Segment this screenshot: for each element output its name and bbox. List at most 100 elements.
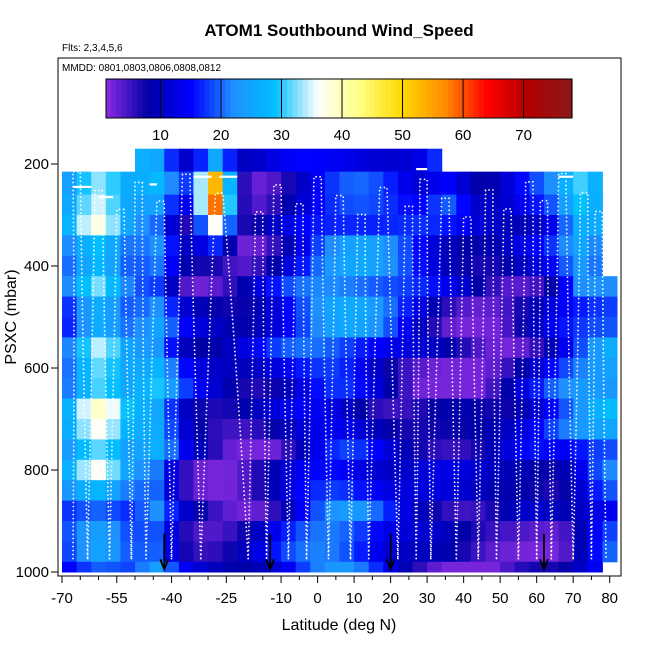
colorbar-swatch — [442, 79, 449, 118]
heatmap-cell — [178, 541, 194, 563]
heatmap-cell — [412, 378, 428, 400]
colorbar-swatch — [152, 79, 159, 118]
colorbar-swatch — [106, 79, 112, 118]
colorbar-tick-label: 30 — [273, 127, 290, 144]
heatmap-cell — [105, 317, 121, 338]
heatmap-cell — [324, 480, 340, 502]
southbound-markers — [159, 533, 549, 572]
heatmap-cell — [543, 171, 560, 196]
heatmap-cell — [602, 378, 618, 400]
heatmap-cell — [251, 148, 267, 173]
colorbar-tick-label: 70 — [515, 127, 532, 144]
colorbar-swatch — [137, 79, 143, 118]
heatmap-cell — [237, 171, 253, 196]
heatmap-cell — [62, 337, 78, 359]
heatmap-cell — [208, 215, 224, 236]
heatmap-cell — [529, 171, 545, 196]
heatmap-cell — [208, 398, 224, 420]
heatmap-cell — [397, 235, 414, 257]
heatmap-cell — [514, 419, 530, 440]
heatmap-cell — [529, 215, 545, 236]
heatmap-cell — [237, 276, 253, 298]
heatmap-cell — [251, 439, 267, 461]
heatmap-cell — [383, 215, 399, 236]
colorbar-swatch — [515, 79, 521, 118]
colorbar-swatch — [230, 79, 237, 118]
heatmap-cell — [164, 194, 180, 216]
heatmap-cell — [324, 171, 340, 196]
heatmap-cell — [412, 148, 428, 173]
heatmap-cell — [485, 500, 501, 522]
heatmap-cell — [149, 541, 165, 563]
colorbar-tick-label: 60 — [455, 127, 472, 144]
heatmap-cell — [105, 171, 121, 196]
heatmap-cell — [456, 296, 472, 318]
heatmap-cell — [62, 317, 78, 338]
southbound-marker-head — [385, 558, 396, 572]
heatmap-cell — [427, 459, 443, 481]
southbound-marker-head — [539, 558, 549, 572]
colorbar-swatch — [116, 79, 123, 118]
heatmap-cell — [573, 215, 589, 236]
heatmap-cell — [208, 541, 224, 563]
heatmap-cell — [91, 337, 107, 359]
colorbar-swatch — [111, 79, 117, 118]
heatmap-cell — [587, 459, 603, 481]
colorbar-swatch — [168, 79, 174, 118]
heatmap-cell — [178, 215, 194, 236]
heatmap-cell — [237, 459, 253, 481]
heatmap-cell — [427, 398, 443, 420]
heatmap-cell — [295, 337, 311, 359]
heatmap-cell — [91, 296, 107, 318]
heatmap-cell — [427, 194, 443, 216]
heatmap-cell — [91, 276, 107, 298]
heatmap-cell — [105, 419, 121, 440]
heatmap-cell — [193, 296, 209, 318]
colorbar-swatch — [173, 79, 180, 118]
heatmap-cell — [310, 194, 326, 216]
heatmap-cell — [573, 235, 589, 257]
heatmap-cell — [208, 194, 224, 216]
heatmap-cell — [470, 561, 487, 573]
heatmap-cell — [164, 255, 180, 277]
heatmap-cell — [500, 480, 516, 502]
heatmap-cell — [237, 398, 253, 420]
heatmap-cell — [529, 357, 545, 379]
heatmap-cell — [251, 459, 267, 481]
heatmap-cell — [412, 194, 428, 216]
heatmap-cell — [602, 357, 618, 379]
colorbar-swatch — [401, 79, 407, 118]
heatmap-cell — [383, 337, 399, 359]
heatmap-cell — [339, 194, 355, 216]
heatmap-cell — [178, 561, 194, 573]
heatmap-cell — [193, 357, 209, 379]
heatmap-cell — [266, 480, 282, 502]
heatmap-cell — [266, 194, 282, 216]
heatmap-cell — [354, 439, 370, 461]
heatmap-cell — [208, 296, 224, 318]
colorbar-swatch — [183, 79, 190, 118]
heatmap-cell — [558, 296, 574, 318]
colorbar-swatch — [147, 79, 154, 118]
heatmap-cell — [514, 500, 530, 522]
heatmap-cell — [397, 171, 414, 196]
heatmap-cell — [339, 561, 355, 573]
heatmap-cell — [62, 500, 78, 522]
heatmap-cell — [354, 337, 370, 359]
colorbar-swatch — [427, 79, 433, 118]
heatmap-cell — [91, 378, 107, 400]
heatmap-cell — [412, 521, 428, 542]
heatmap-cell — [105, 337, 121, 359]
heatmap-cell — [383, 500, 399, 522]
x-tick-label: -70 — [51, 590, 73, 607]
heatmap-cell — [368, 255, 384, 277]
heatmap-cell — [368, 480, 384, 502]
heatmap-cell — [310, 378, 326, 400]
heatmap-cell — [91, 255, 107, 277]
heatmap-cell — [485, 296, 501, 318]
heatmap-cell — [281, 276, 297, 298]
heatmap-cell — [164, 215, 180, 236]
heatmap-cell — [324, 419, 340, 440]
colorbar-swatch — [204, 79, 211, 118]
heatmap-cell — [164, 561, 180, 573]
